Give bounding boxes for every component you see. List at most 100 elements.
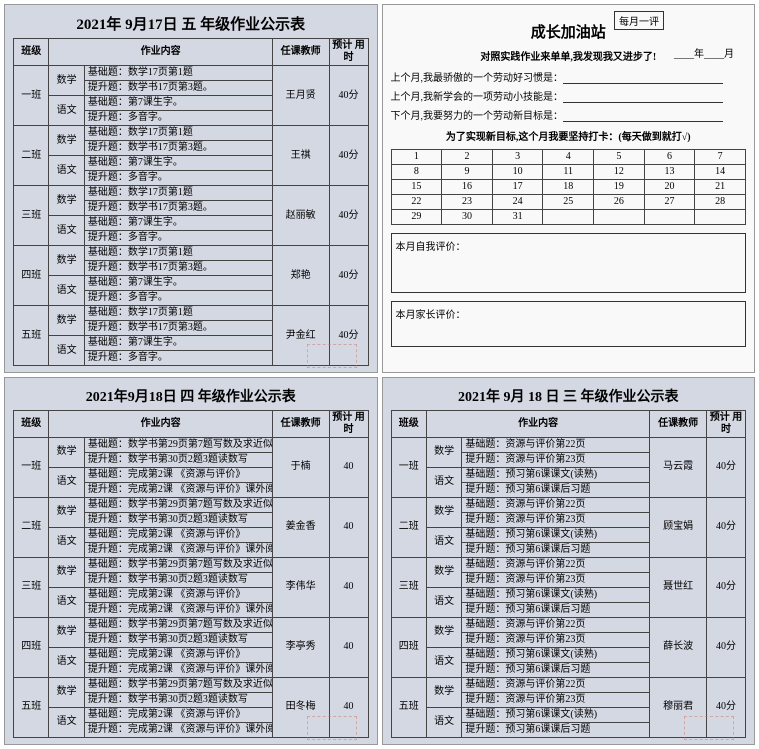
cell-math-base: 基础题：数学书第29页第7题写数及求近似 <box>84 617 272 632</box>
cell-cn-base: 基础题：完成第2课 《资源与评价》 <box>84 587 272 602</box>
cell-math-base: 基础题：资源与评价第22页 <box>462 437 650 452</box>
table-header-row: 班级 作业内容 任课教师 预计 用时 <box>14 410 369 437</box>
calendar-cell: 10 <box>492 165 543 180</box>
cell-math-up: 提升题：数学书17页第3题。 <box>84 321 272 336</box>
calendar-table: 1234567891011121314151617181920212223242… <box>391 149 747 225</box>
cell-cn-base: 基础题：第7课生字。 <box>84 96 272 111</box>
cell-cn-base: 基础题：预习第6课课文(读熟) <box>462 707 650 722</box>
hdr-time: 预计 用时 <box>329 410 368 437</box>
calendar-cell: 26 <box>594 195 645 210</box>
stamp-icon <box>307 716 357 740</box>
cell-subject-chinese: 语文 <box>49 156 84 186</box>
cell-cn-base: 基础题：完成第2课 《资源与评价》 <box>84 707 272 722</box>
cell-cn-up: 提升题：多音字。 <box>84 231 272 246</box>
cell-math-up: 提升题：数学书第30页2题3题读数写 <box>84 692 272 707</box>
hdr-content: 作业内容 <box>426 410 649 437</box>
cell-subject-chinese: 语文 <box>49 587 84 617</box>
cell-time: 40分 <box>329 186 368 246</box>
panel4-audit: 审核： <box>391 742 747 746</box>
calendar-cell: 29 <box>391 210 442 225</box>
table-row: 一班 数学 基础题：数学17页第1题 王月贤 40分 <box>14 66 369 81</box>
cell-teacher: 王祺 <box>272 126 329 186</box>
hdr-teacher: 任课教师 <box>272 39 329 66</box>
cell-subject-math: 数学 <box>49 246 84 276</box>
cell-math-up: 提升题：数学书17页第3题。 <box>84 261 272 276</box>
table-row: 四班 数学 基础题：数学书第29页第7题写数及求近似 李亭秀 40 <box>14 617 369 632</box>
calendar-cell: 18 <box>543 180 594 195</box>
calendar-cell: 28 <box>695 195 746 210</box>
calendar-row: 293031 <box>391 210 746 225</box>
calendar-cell: 8 <box>391 165 442 180</box>
panel4-body: 一班 数学 基础题：资源与评价第22页 马云霞 40分 提升题：资源与评价第23… <box>391 437 746 737</box>
calendar-cell: 16 <box>442 180 493 195</box>
cell-math-up: 提升题：数学书17页第3题。 <box>84 141 272 156</box>
cell-cn-up: 提升题：完成第2课 《资源与评价》课外阅 <box>84 482 272 497</box>
cell-cn-up: 提升题：预习第6课课后习题 <box>462 722 650 737</box>
cell-time: 40 <box>329 437 368 497</box>
cell-class: 四班 <box>14 246 49 306</box>
cell-subject-math: 数学 <box>426 557 461 587</box>
panel4-table: 班级 作业内容 任课教师 预计 用时 一班 数学 基础题：资源与评价第22页 马… <box>391 410 747 738</box>
hdr-class: 班级 <box>14 410 49 437</box>
cell-cn-up: 提升题：多音字。 <box>84 171 272 186</box>
calendar-cell: 23 <box>442 195 493 210</box>
cell-cn-up: 提升题：预习第6课课后习题 <box>462 662 650 677</box>
calendar-cell: 1 <box>391 150 442 165</box>
calendar-cell: 5 <box>594 150 645 165</box>
cell-cn-up: 提升题：多音字。 <box>84 351 272 366</box>
reflect-line-3: 下个月,我要努力的一个劳动新目标是： <box>391 107 747 122</box>
cell-class: 三班 <box>14 186 49 246</box>
stamp-icon <box>307 344 357 368</box>
cell-subject-math: 数学 <box>49 126 84 156</box>
parent-eval-box: 本月家长评价： <box>391 301 747 347</box>
cell-subject-chinese: 语文 <box>49 647 84 677</box>
cell-subject-chinese: 语文 <box>426 647 461 677</box>
cell-math-base: 基础题：数学17页第1题 <box>84 306 272 321</box>
cell-time: 40分 <box>707 437 746 497</box>
cell-subject-chinese: 语文 <box>426 587 461 617</box>
table-row: 二班 数学 基础题：数学书第29页第7题写数及求近似 姜金香 40 <box>14 497 369 512</box>
cell-math-up: 提升题：数学书17页第3题。 <box>84 81 272 96</box>
panel4-title: 2021年 9月 18 日 三 年级作业公示表 <box>391 386 747 406</box>
cell-math-base: 基础题：数学17页第1题 <box>84 66 272 81</box>
hdr-class: 班级 <box>391 410 426 437</box>
cell-cn-base: 基础题：第7课生字。 <box>84 336 272 351</box>
cell-teacher: 顾宝娟 <box>650 497 707 557</box>
monthly-badge: 每月一评 <box>614 11 664 30</box>
cell-cn-up: 提升题：多音字。 <box>84 291 272 306</box>
cell-subject-math: 数学 <box>49 497 84 527</box>
cell-teacher: 李亭秀 <box>272 617 329 677</box>
cell-cn-base: 基础题：第7课生字。 <box>84 276 272 291</box>
cell-cn-base: 基础题：预习第6课课文(读熟) <box>462 467 650 482</box>
table-row: 五班 数学 基础题：数学17页第1题 尹金红 40分 <box>14 306 369 321</box>
calendar-cell <box>695 210 746 225</box>
cell-subject-math: 数学 <box>49 437 84 467</box>
cell-math-base: 基础题：数学书第29页第7题写数及求近似 <box>84 497 272 512</box>
table-row: 四班 数学 基础题：资源与评价第22页 薛长波 40分 <box>391 617 746 632</box>
cell-subject-math: 数学 <box>49 186 84 216</box>
calendar-cell: 7 <box>695 150 746 165</box>
table-header-row: 班级 作业内容 任课教师 预计 用时 <box>14 39 369 66</box>
punch-title: 为了实现新目标,这个月我要坚持打卡：(每天做到就打√) <box>391 128 747 143</box>
self-eval-box: 本月自我评价： <box>391 233 747 293</box>
calendar-cell <box>543 210 594 225</box>
panel3-audit: 审核： <box>13 742 369 746</box>
cell-subject-math: 数学 <box>426 437 461 467</box>
cell-time: 40分 <box>329 126 368 186</box>
cell-subject-chinese: 语文 <box>49 527 84 557</box>
reflect-line-2: 上个月,我新学会的一项劳动小技能是： <box>391 88 747 103</box>
table-row: 五班 数学 基础题：数学书第29页第7题写数及求近似 田冬梅 40 <box>14 677 369 692</box>
cell-class: 四班 <box>14 617 49 677</box>
calendar-cell: 12 <box>594 165 645 180</box>
cell-class: 一班 <box>14 437 49 497</box>
panel3-body: 一班 数学 基础题：数学书第29页第7题写数及求近似 于楠 40 提升题：数学书… <box>14 437 369 737</box>
calendar-cell: 17 <box>492 180 543 195</box>
cell-cn-up: 提升题：预习第6课课后习题 <box>462 482 650 497</box>
calendar-cell <box>594 210 645 225</box>
cell-class: 三班 <box>391 557 426 617</box>
cell-class: 四班 <box>391 617 426 677</box>
table-row: 一班 数学 基础题：数学书第29页第7题写数及求近似 于楠 40 <box>14 437 369 452</box>
table-row: 四班 数学 基础题：数学17页第1题 郑艳 40分 <box>14 246 369 261</box>
calendar-row: 1234567 <box>391 150 746 165</box>
calendar-cell: 22 <box>391 195 442 210</box>
